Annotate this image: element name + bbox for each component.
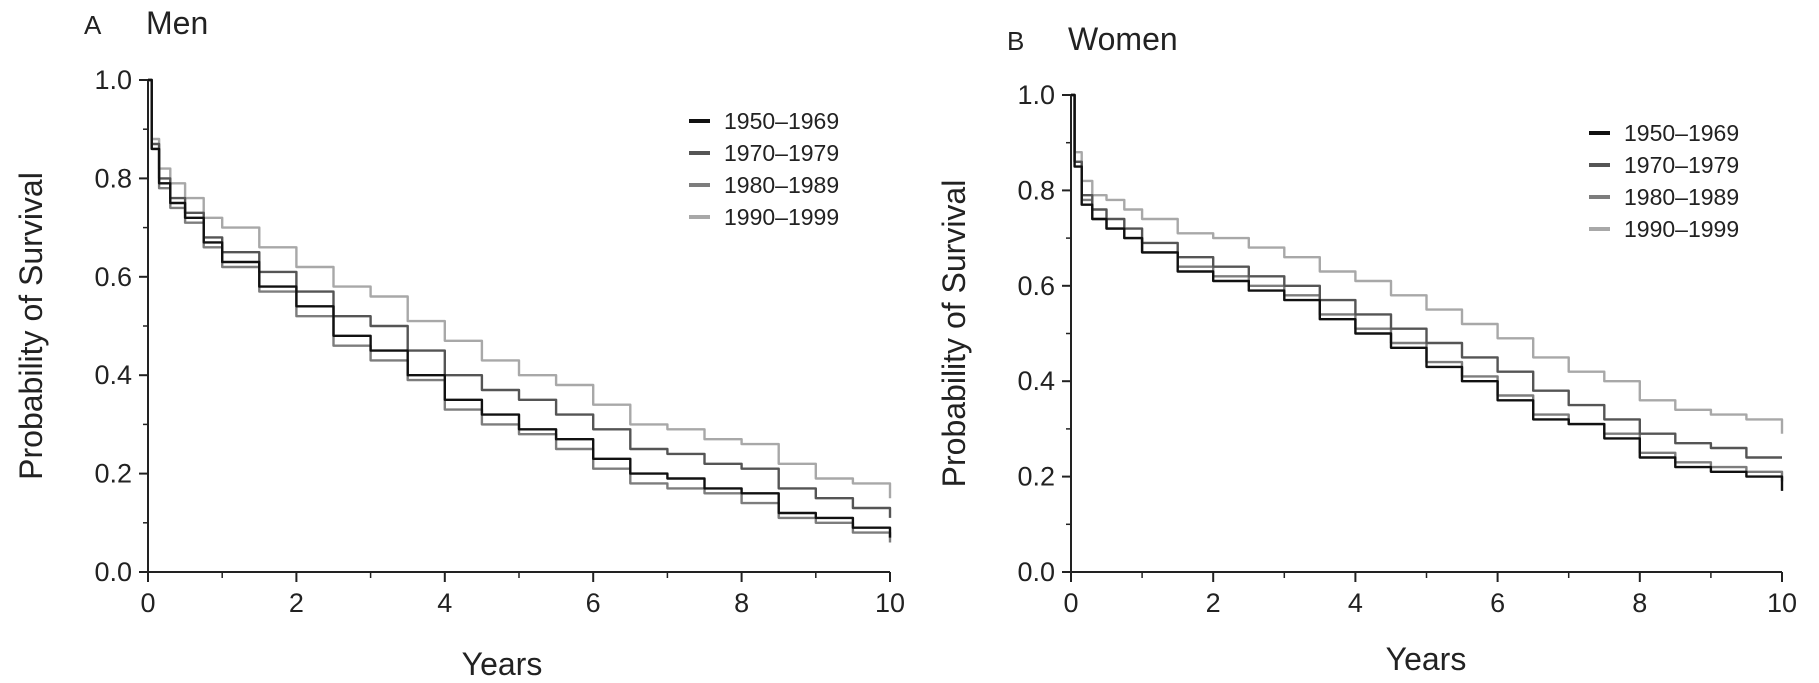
y-tick-label: 0.0 (1017, 557, 1055, 587)
series-line-19701979 (1071, 93, 1782, 459)
panel-title: Men (146, 5, 208, 41)
y-axis-title: Probability of Survival (936, 180, 972, 488)
series-line-19801989 (148, 78, 892, 543)
legend-label: 1980–1989 (1624, 184, 1739, 210)
legend-label: 1980–1989 (724, 172, 839, 198)
series-line-19501969 (148, 78, 892, 538)
panel-women: B Women 0.0 0.2 0.4 0.6 0.8 1.0 0 2 4 6 8 10 Years Prob… (936, 21, 1797, 677)
legend-label: 1970–1979 (724, 140, 839, 166)
panel-title: Women (1068, 21, 1178, 57)
y-tick-label: 0.0 (94, 557, 132, 587)
y-tick-label: 0.8 (1017, 175, 1055, 205)
x-tick-label: 10 (875, 588, 905, 618)
x-tick-label: 8 (1632, 588, 1647, 618)
y-axis-title: Probability of Survival (13, 172, 49, 480)
x-tick-label: 8 (734, 588, 749, 618)
legend-label: 1950–1969 (1624, 120, 1739, 146)
y-tick-label: 0.6 (94, 262, 132, 292)
series-line-19901999 (1071, 93, 1784, 434)
y-tick-label: 0.6 (1017, 271, 1055, 301)
legend-label: 1950–1969 (724, 108, 839, 134)
legend-label: 1990–1999 (724, 204, 839, 230)
x-tick-label: 2 (289, 588, 304, 618)
panel-letter: A (84, 10, 102, 40)
x-tick-label: 4 (437, 588, 452, 618)
y-tick-label: 0.4 (94, 360, 132, 390)
legend-label: 1970–1979 (1624, 152, 1739, 178)
y-tick-label: 0.4 (1017, 366, 1055, 396)
series-line-19501969 (1071, 93, 1784, 491)
x-tick-label: 6 (586, 588, 601, 618)
y-tick-label: 0.2 (1017, 462, 1055, 492)
x-tick-label: 0 (140, 588, 155, 618)
x-axis-title: Years (1386, 641, 1467, 677)
panel-letter: B (1007, 26, 1024, 56)
legend-label: 1990–1999 (1624, 216, 1739, 242)
x-axis-title: Years (462, 646, 543, 682)
y-tick-label: 0.8 (94, 163, 132, 193)
x-tick-label: 6 (1490, 588, 1505, 618)
panel-men: A Men 0.0 0.2 0.4 0.6 0.8 1.0 0 2 4 6 8 10 Years Probab… (13, 5, 905, 682)
y-tick-label: 1.0 (1017, 80, 1055, 110)
y-tick-label: 1.0 (94, 65, 132, 95)
x-tick-label: 10 (1767, 588, 1797, 618)
x-tick-label: 4 (1348, 588, 1363, 618)
x-tick-label: 0 (1063, 588, 1078, 618)
x-tick-label: 2 (1206, 588, 1221, 618)
y-tick-label: 0.2 (94, 459, 132, 489)
